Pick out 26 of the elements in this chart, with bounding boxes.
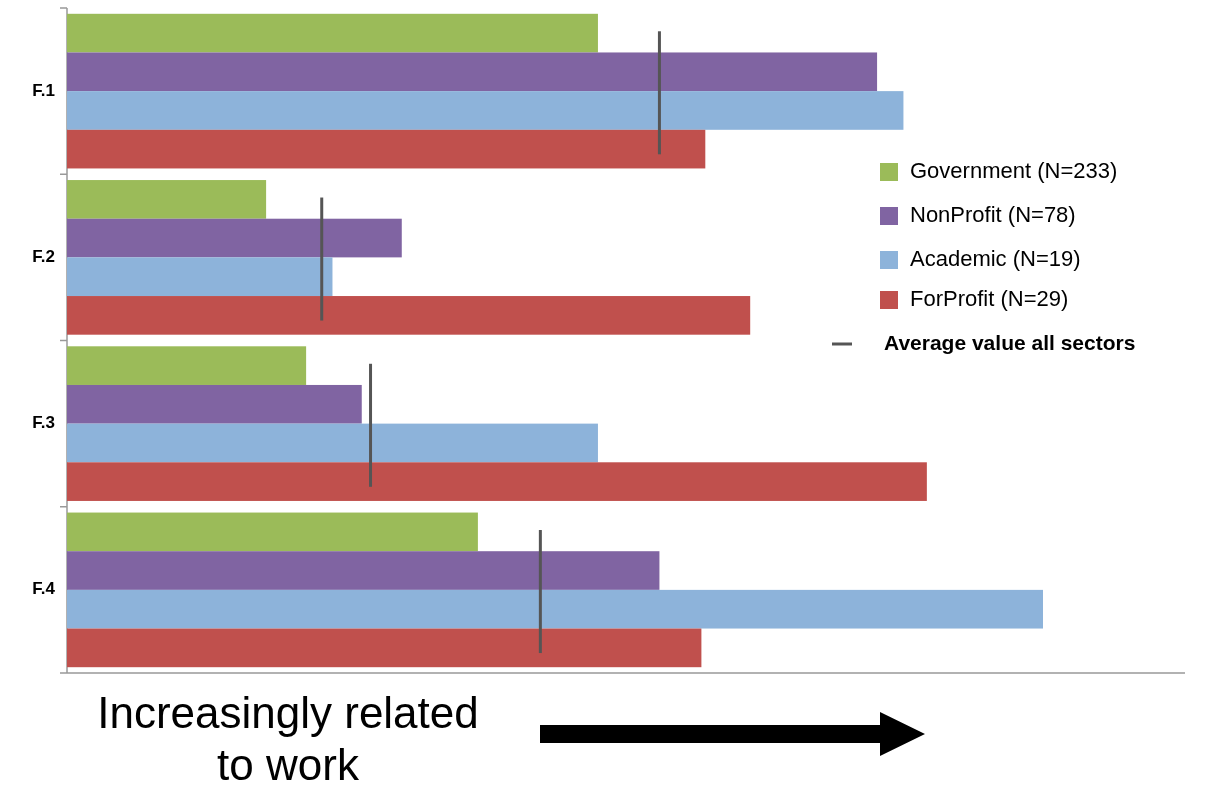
bar [67,384,362,424]
legend-label: Average value all sectors [884,330,1136,354]
bar [67,218,402,258]
bar [67,129,706,169]
bar [67,628,702,668]
bar [67,91,904,130]
legend-label: Academic (N=19) [910,245,1081,271]
bar [67,462,927,501]
y-tick-label: F.1 [32,80,55,100]
bar [67,180,267,219]
bar [67,346,307,385]
legend-label: Government (N=233) [910,157,1118,183]
y-tick-label: F.2 [32,246,55,266]
legend-label: NonProfit (N=78) [910,201,1076,227]
bar [67,551,660,590]
y-tick-label: F.3 [32,413,55,433]
bar [67,257,333,297]
bar [67,52,878,92]
bar [67,512,478,552]
legend-label: ForProfit (N=29) [910,285,1069,311]
y-tick-label: F.4 [32,579,56,599]
bar [67,296,751,335]
x-axis-title: Increasingly related to work [97,688,479,786]
bar [67,13,598,53]
bar [67,423,598,463]
bar [67,589,1043,629]
